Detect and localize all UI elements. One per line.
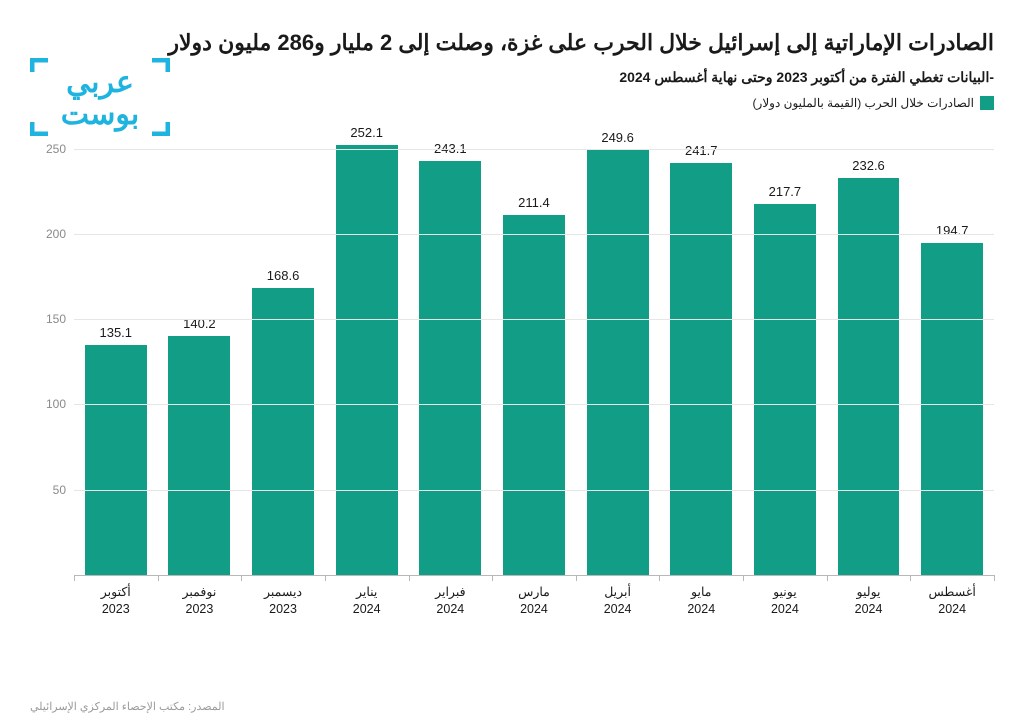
x-axis-label: أكتوبر2023 [74,578,158,622]
x-axis-label: نوفمبر2023 [158,578,242,622]
x-axis-label: مايو2024 [659,578,743,622]
y-axis-label: 250 [34,142,66,156]
y-axis-label: 100 [34,397,66,411]
bar-value-label: 232.6 [852,158,885,173]
chart-title: الصادرات الإماراتية إلى إسرائيل خلال الح… [30,28,994,59]
bar-slot: 140.2 [158,132,242,575]
y-axis-label: 50 [34,483,66,497]
bar: 241.7 [670,163,732,575]
bar-value-label: 140.2 [183,316,216,331]
y-axis-label: 200 [34,227,66,241]
x-axis-label: ديسمبر2023 [241,578,325,622]
x-axis-label: أبريل2024 [576,578,660,622]
bar-slot: 249.6 [576,132,660,575]
bar-slot: 243.1 [409,132,493,575]
bar: 243.1 [419,161,481,575]
brand-logo: عربي بوست [30,58,170,141]
bar-value-label: 249.6 [601,130,634,145]
bar: 194.7 [921,243,983,575]
grid-line [74,319,994,320]
bar-slot: 135.1 [74,132,158,575]
x-axis-label: مارس2024 [492,578,576,622]
grid-line [74,149,994,150]
bar: 140.2 [168,336,230,575]
logo-text-top: عربي [66,66,134,100]
bars-container: 194.7 232.6 217.7 241.7 249.6 211.4 243.1 252.1… [74,132,994,575]
grid-line [74,490,994,491]
bar-value-label: 194.7 [936,223,969,238]
x-axis-labels: أغسطس2024يوليو2024يونيو2024مايو2024أبريل… [74,578,994,622]
bar: 217.7 [754,204,816,575]
bar-value-label: 241.7 [685,143,718,158]
bar: 211.4 [503,215,565,575]
legend: الصادرات خلال الحرب (القيمة بالمليون دول… [30,96,994,110]
bar-slot: 241.7 [659,132,743,575]
grid-line [74,234,994,235]
bar-value-label: 252.1 [350,125,383,140]
x-axis-tick [994,575,995,581]
bar: 252.1 [336,145,398,575]
bar-value-label: 211.4 [518,195,550,210]
x-axis-label: يوليو2024 [827,578,911,622]
grid-line [74,404,994,405]
x-axis-label: يونيو2024 [743,578,827,622]
bar-value-label: 217.7 [769,184,802,199]
bar-slot: 252.1 [325,132,409,575]
bar: 232.6 [838,178,900,574]
chart-area: 194.7 232.6 217.7 241.7 249.6 211.4 243.1 252.1… [30,122,994,622]
chart-subtitle: -البيانات تغطي الفترة من أكتوبر 2023 وحت… [30,69,994,86]
x-axis-label: يناير2024 [325,578,409,622]
bar-value-label: 168.6 [267,268,300,283]
source-line: المصدر: مكتب الإحصاء المركزي الإسرائيلي [30,700,225,713]
bar-value-label: 135.1 [99,325,132,340]
bar-slot: 217.7 [743,132,827,575]
bar-slot: 168.6 [241,132,325,575]
plot-area: 194.7 232.6 217.7 241.7 249.6 211.4 243.1 252.1… [74,132,994,576]
bar: 249.6 [587,150,649,575]
x-axis-label: فبراير2024 [409,578,493,622]
x-axis-label: أغسطس2024 [910,578,994,622]
bar-slot: 194.7 [910,132,994,575]
bar-slot: 211.4 [492,132,576,575]
legend-swatch [980,96,994,110]
legend-label: الصادرات خلال الحرب (القيمة بالمليون دول… [753,96,974,110]
bar: 168.6 [252,288,314,575]
y-axis-label: 150 [34,312,66,326]
logo-text-bottom: بوست [61,98,139,132]
bar-slot: 232.6 [827,132,911,575]
bar: 135.1 [85,345,147,575]
